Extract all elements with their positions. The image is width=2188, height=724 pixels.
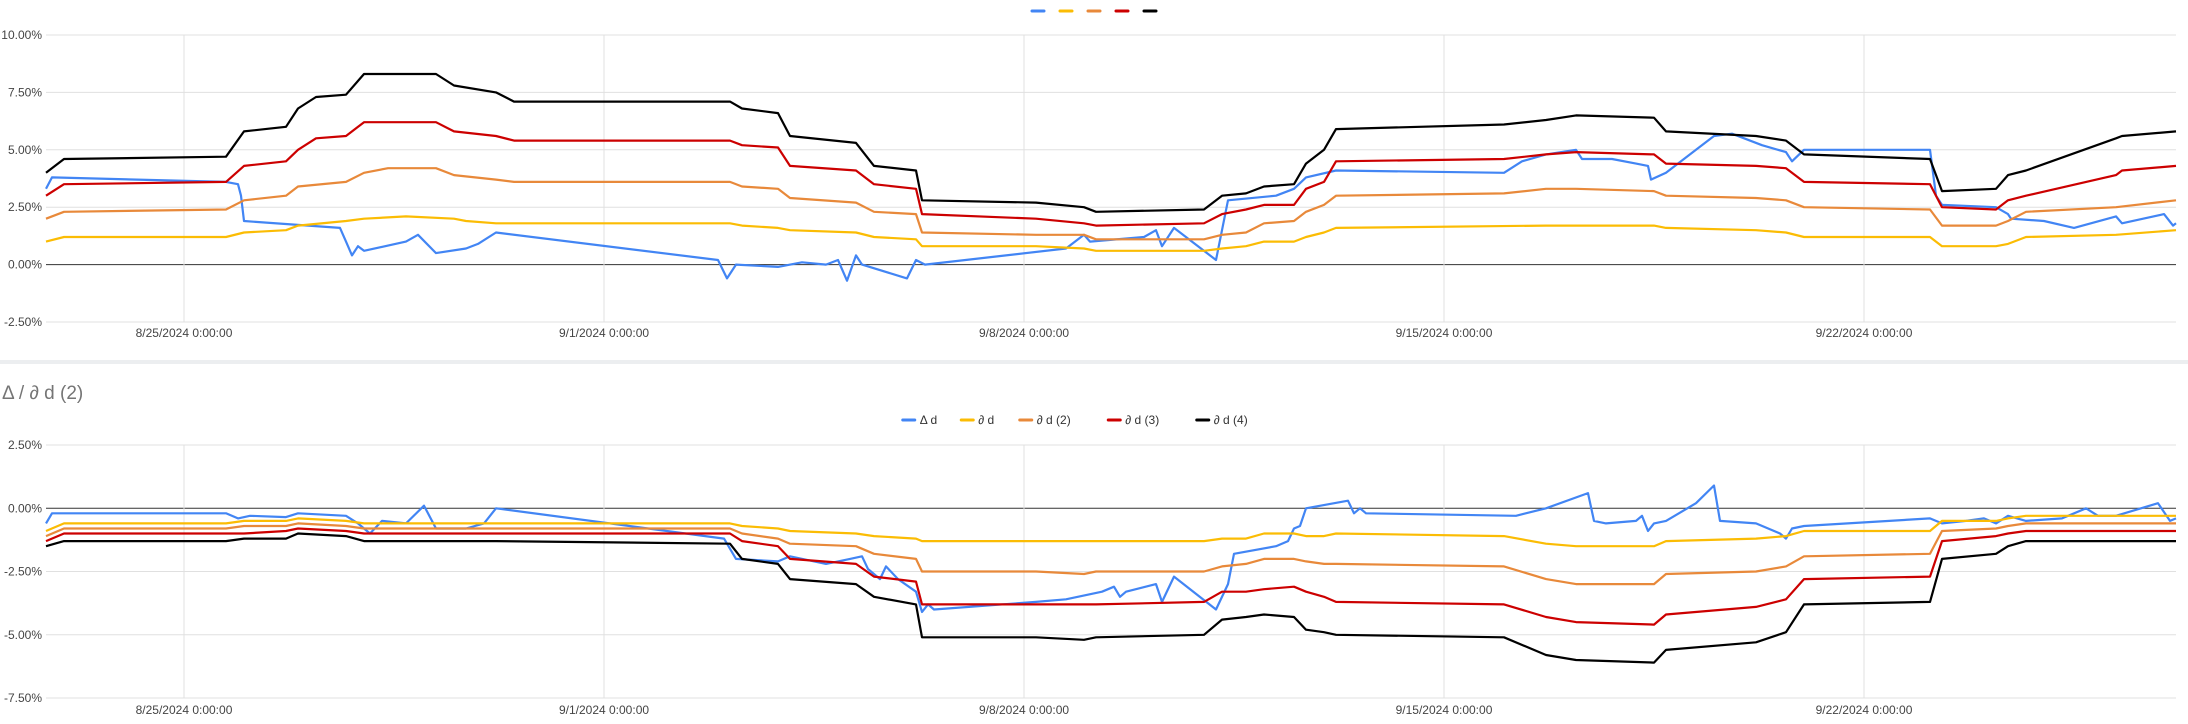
series-line-3 bbox=[45, 167, 2177, 241]
y-tick-label: -7.50% bbox=[4, 691, 42, 705]
series-line-5 bbox=[45, 72, 2177, 213]
series-line-4 bbox=[45, 121, 2177, 227]
x-tick-label: 9/8/2024 0:00:00 bbox=[979, 326, 1069, 340]
x-tick-label: 9/8/2024 0:00:00 bbox=[979, 703, 1069, 717]
y-tick-label: 0.00% bbox=[8, 258, 42, 272]
y-tick-label: -5.00% bbox=[4, 628, 42, 642]
x-tick-label: 9/22/2024 0:00:00 bbox=[1816, 326, 1913, 340]
x-tick-label: 9/1/2024 0:00:00 bbox=[559, 703, 649, 717]
legend-label-1: Δ d bbox=[920, 413, 937, 427]
x-tick-label: 8/25/2024 0:00:00 bbox=[136, 326, 233, 340]
series-line-1 bbox=[45, 484, 2177, 614]
legend-label-5: ∂ d (4) bbox=[1214, 413, 1248, 427]
x-tick-label: 9/1/2024 0:00:00 bbox=[559, 326, 649, 340]
series-line-2 bbox=[45, 215, 2177, 252]
y-tick-label: 5.00% bbox=[8, 143, 42, 157]
legend-label-4: ∂ d (3) bbox=[1125, 413, 1159, 427]
legend-label-3: ∂ d (2) bbox=[1037, 413, 1071, 427]
legend-label-2: ∂ d bbox=[978, 413, 994, 427]
chart-title: Δ / ∂ d (2) bbox=[2, 383, 83, 404]
x-tick-label: 9/22/2024 0:00:00 bbox=[1816, 703, 1913, 717]
y-tick-label: 2.50% bbox=[8, 438, 42, 452]
y-tick-label: 10.00% bbox=[1, 28, 42, 42]
chart-bottom: 2.50% 0.00% -2.50% -5.00% -7.50% 8/25/2024 0:… bbox=[4, 413, 2177, 717]
x-tick-label: 8/25/2024 0:00:00 bbox=[136, 703, 233, 717]
y-tick-label: -2.50% bbox=[4, 315, 42, 329]
series-line-4 bbox=[45, 527, 2176, 626]
x-tick-label: 9/15/2024 0:00:00 bbox=[1396, 326, 1493, 340]
series-line-2 bbox=[45, 514, 2176, 548]
legend: Δ d ∂ d ∂ d (2) ∂ d (3) ∂ d (4) bbox=[901, 413, 1248, 427]
y-tick-label: 7.50% bbox=[8, 85, 42, 99]
y-tick-label: -2.50% bbox=[4, 565, 42, 579]
chart-top: 10.00% 7.50% 5.00% 2.50% 0.00% -2.50% 8/25/202… bbox=[1, 9, 2177, 340]
series-line-5 bbox=[45, 532, 2176, 664]
series-line-1 bbox=[45, 132, 2177, 282]
y-tick-label: 2.50% bbox=[8, 200, 42, 214]
series-line-3 bbox=[45, 522, 2176, 586]
y-tick-label: 0.00% bbox=[8, 501, 42, 515]
x-tick-label: 9/15/2024 0:00:00 bbox=[1396, 703, 1493, 717]
